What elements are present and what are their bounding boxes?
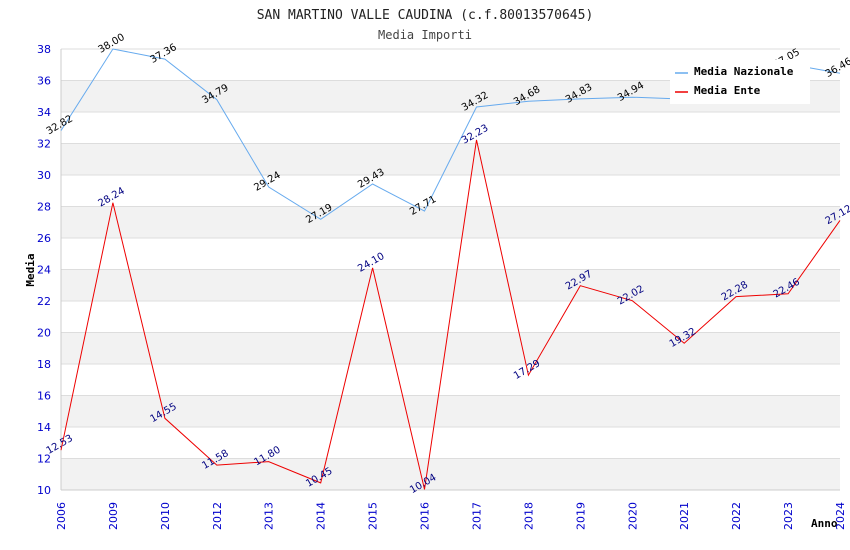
y-tick-label: 30 (37, 169, 51, 182)
x-tick-label: 2015 (367, 502, 380, 530)
y-tick-label: 12 (37, 453, 51, 466)
chart-subtitle: Media Importi (378, 28, 472, 42)
y-tick-label: 18 (37, 358, 51, 371)
band (61, 269, 840, 301)
x-tick-labels: 2006 2009 2010 2012 2013 2014 2015 2016 2017 2018… (55, 502, 847, 530)
y-tick-label: 10 (37, 484, 51, 497)
x-tick-label: 2010 (159, 502, 172, 530)
band (61, 175, 840, 207)
x-tick-label: 2022 (730, 502, 743, 530)
x-tick-label: 2021 (678, 502, 691, 530)
y-tick-label: 32 (37, 138, 51, 151)
legend-label-media-nazionale: Media Nazionale (694, 65, 794, 78)
legend-box (670, 60, 810, 104)
x-tick-label: 2016 (419, 502, 432, 530)
plot-background-bands (61, 49, 840, 490)
x-tick-label: 2009 (107, 502, 120, 530)
y-tick-label: 28 (37, 201, 51, 214)
band (61, 332, 840, 364)
x-tick-label: 2019 (574, 502, 587, 530)
y-tick-label: 16 (37, 390, 51, 403)
x-tick-label: 2017 (470, 502, 483, 530)
x-tick-label: 2023 (782, 502, 795, 530)
band (61, 427, 840, 459)
y-tick-label: 24 (37, 264, 51, 277)
chart-title: SAN MARTINO VALLE CAUDINA (c.f.800135706… (257, 8, 594, 23)
series-line-media-ente (60, 139, 841, 490)
x-tick-label: 2020 (626, 502, 639, 530)
x-axis-title: Anno (811, 517, 838, 530)
legend: Media Nazionale Media Ente (670, 60, 810, 104)
y-tick-label: 36 (37, 75, 51, 88)
x-tick-label: 2012 (211, 502, 224, 530)
x-tick-label: 2024 (834, 502, 847, 530)
y-tick-label: 22 (37, 295, 51, 308)
y-tick-label: 20 (37, 327, 51, 340)
x-tick-label: 2006 (55, 502, 68, 530)
x-tick-label: 2013 (263, 502, 276, 530)
x-tick-label: 2018 (522, 502, 535, 530)
band (61, 238, 840, 270)
y-tick-label: 14 (37, 421, 51, 434)
y-tick-label: 38 (37, 43, 51, 56)
x-tick-label: 2014 (315, 502, 328, 530)
grid-lines (61, 48, 840, 491)
y-tick-label: 26 (37, 232, 51, 245)
y-tick-labels: 10 12 14 16 18 20 22 24 26 28 30 32 34 36 38 (37, 43, 51, 497)
y-tick-label: 34 (37, 106, 51, 119)
y-axis-title: Media (24, 253, 37, 286)
band (61, 112, 840, 144)
band (61, 395, 840, 427)
band (61, 458, 840, 490)
legend-label-media-ente: Media Ente (694, 84, 761, 97)
band (61, 206, 840, 238)
band (61, 364, 840, 396)
